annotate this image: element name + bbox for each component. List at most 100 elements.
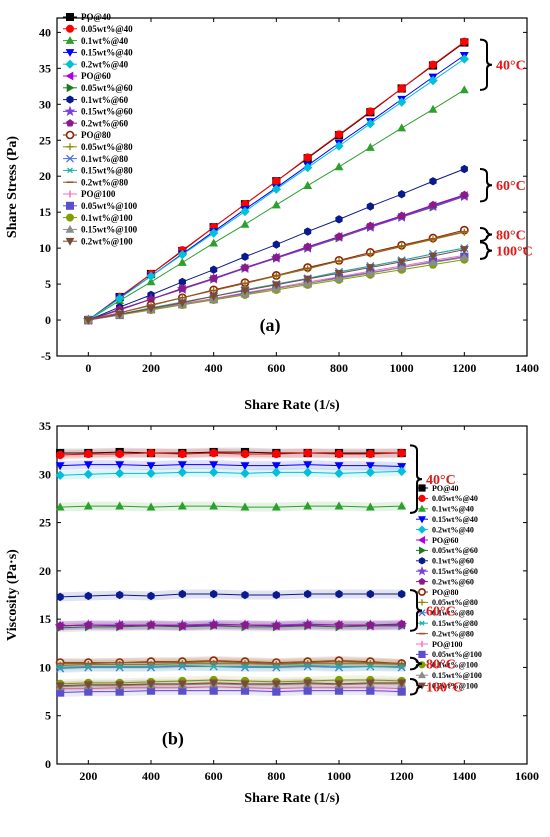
data-point [115,681,125,690]
x-tick-label: 400 [205,361,223,375]
data-point [56,664,64,671]
data-point [396,97,407,107]
data-point [83,316,93,325]
legend-item-0p15wtpct-at-80: 0.15wt%@80 [63,166,133,176]
y-tick-label: 10 [39,241,51,255]
data-point [303,461,313,470]
legend-item-0p2wtpct-at-100: 0.2wt%@100 [63,236,133,246]
data-point [366,202,374,211]
data-point [84,663,93,672]
data-point [209,292,219,301]
data-point [304,589,312,599]
data-point [397,84,406,93]
series-line [60,686,402,690]
legend-swatch-marker [418,504,426,512]
legend-swatch-marker [418,588,426,596]
legend-label: PO@80 [432,588,459,597]
legend-item-po-at-80: PO@80 [63,130,111,140]
y-tick-label: 40 [39,25,51,39]
data-point [208,228,219,238]
data-point [366,589,374,599]
data-point [397,448,406,458]
series-0p2wtpct-at-80 [55,657,407,669]
data-point [272,253,281,261]
data-point [334,501,344,510]
x-tick-label: 400 [142,769,160,783]
x-tick-label: 0 [85,361,91,375]
data-point [240,263,250,271]
data-point [428,257,438,266]
data-point [460,164,468,174]
series-line [60,664,402,668]
legend-item-0p2wtpct-at-60: 0.2wt%@60 [63,118,129,128]
legend-label: 0.2wt%@60 [432,577,474,586]
data-point [397,262,407,271]
legend-swatch-marker [417,525,427,534]
legend-swatch-marker [66,83,75,93]
y-tick-label: 0 [45,313,51,327]
data-point [209,461,219,470]
data-point [334,232,344,241]
data-point [398,190,406,199]
temperature-label: 40°C [426,473,456,488]
legend-item-0p1wtpct-at-100: 0.1wt%@100 [63,213,133,223]
data-point [209,501,219,510]
data-point [428,200,438,209]
legend-swatch-marker [65,71,74,81]
data-point [240,680,250,689]
legend-item-0p05wtpct-at-80: 0.05wt%@80 [63,142,133,152]
brace-bracket [479,168,493,203]
data-point [240,462,250,471]
y-tick-label: 35 [39,419,51,433]
temperature-annotation: 80°C [409,656,456,673]
legend-label: 0.15wt%@100 [81,225,138,235]
x-tick-label: 1400 [452,769,476,783]
data-point [334,273,344,282]
brace-bracket [479,241,493,260]
brace-bracket [409,444,423,514]
data-point [365,264,375,273]
y-tick-label: 10 [39,660,51,674]
legend-label: 0.1wt%@80 [81,154,129,164]
data-point [83,461,93,470]
x-axis-title: Share Rate (1/s) [244,791,340,806]
data-point [365,142,375,151]
brace-bracket [479,226,493,242]
x-tick-label: 1200 [452,361,476,375]
data-point [147,591,155,601]
data-point [365,467,376,478]
data-point [366,221,375,230]
legend-item-0p15wtpct-at-40: 0.15wt%@40 [63,48,133,58]
data-point [334,269,344,278]
x-tick-label: 1200 [390,769,414,783]
data-point [428,252,438,261]
data-point [303,501,313,510]
data-point [428,75,438,86]
data-point [397,679,407,688]
data-point [115,501,125,510]
y-tick-label: 20 [39,169,51,183]
series-line [60,683,402,688]
legend-swatch-marker [66,213,74,222]
data-point [209,274,218,282]
legend-item-0p15wtpct-at-100: 0.15wt%@100 [416,671,482,680]
legend-label: 0.1wt%@100 [432,661,478,670]
data-point [271,200,281,209]
data-point [302,162,313,173]
data-point [428,60,438,69]
data-point [459,252,469,261]
data-point [334,141,344,151]
legend-label: PO@100 [81,189,116,199]
data-point [334,162,344,171]
y-axis-title: Share Stress (Pa) [5,136,20,238]
x-tick-label: 1000 [390,361,414,375]
legend-swatch-marker [418,516,426,524]
data-point [209,238,219,247]
data-point [272,240,280,249]
data-point [209,679,219,688]
legend-label: 0.05wt%@100 [81,201,138,211]
legend-swatch-marker [65,36,75,44]
legend-item-0p1wtpct-at-40: 0.1wt%@40 [63,36,129,46]
series-line [60,505,402,508]
